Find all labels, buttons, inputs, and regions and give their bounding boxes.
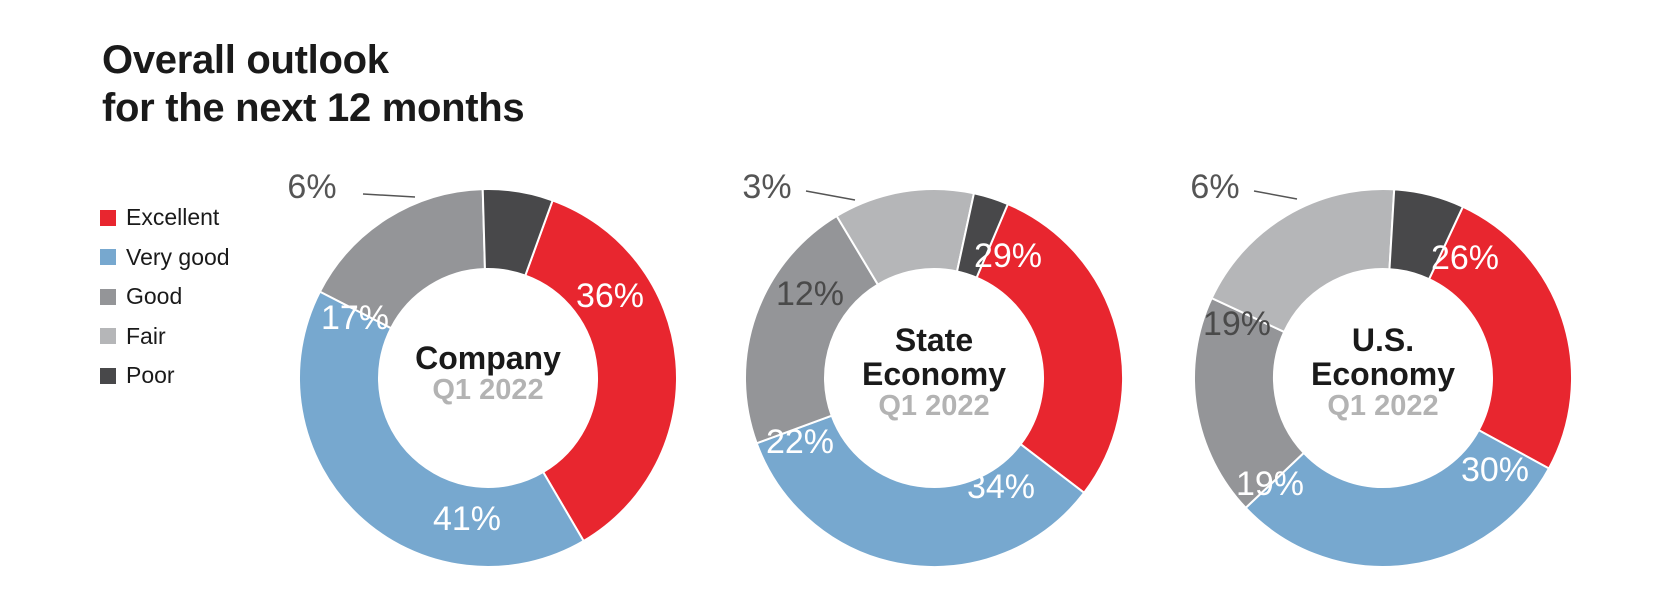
value-label-poor: 3% [742,168,791,206]
value-label-excellent: 36% [576,277,644,315]
slice-good [744,214,880,445]
value-label-excellent: 26% [1431,239,1499,277]
center-title-line-1: U.S. [1352,322,1414,358]
value-label-good: 17% [321,299,389,337]
legend-item-good: Good [100,277,230,317]
legend-item-excellent: Excellent [100,198,230,238]
center-subtitle: Q1 2022 [878,390,989,422]
legend-item-fair: Fair [100,317,230,357]
legend: Excellent Very good Good Fair Poor [100,198,230,396]
legend-item-poor: Poor [100,356,230,396]
center-title-line-2: Economy [862,356,1006,392]
legend-label-poor: Poor [126,362,175,389]
value-label-excellent: 29% [974,237,1042,275]
chart-title: Overall outlook for the next 12 months [102,36,525,132]
legend-swatch-poor [100,367,116,384]
center-subtitle: Q1 2022 [432,374,543,406]
slice-excellent [1427,205,1573,470]
legend-item-very-good: Very good [100,238,230,278]
legend-label-good: Good [126,283,183,310]
value-label-very-good: 41% [433,500,501,538]
slice-excellent [523,199,678,543]
legend-swatch-good [100,288,116,305]
slice-very-good [755,414,1086,568]
legend-label-fair: Fair [126,322,166,349]
center-title-line-1: State [895,322,973,358]
legend-swatch-very-good [100,249,116,266]
chart-title-line-1: Overall outlook [102,38,389,82]
value-label-very-good: 34% [967,468,1035,506]
callout-line-poor [1253,190,1298,200]
callout-line-poor [805,190,856,201]
legend-label-very-good: Very good [126,243,230,270]
slice-poor [955,192,1010,279]
value-label-good: 22% [766,423,834,461]
legend-swatch-fair [100,328,116,345]
value-label-poor: 6% [1190,168,1239,206]
slice-very-good [298,290,586,568]
center-title-line-1: Company [415,340,561,376]
value-label-very-good: 30% [1461,451,1529,489]
slice-poor [1388,188,1465,281]
slice-fair [1210,188,1396,334]
chart-title-line-2: for the next 12 months [102,86,525,130]
callout-line-poor [362,193,416,198]
value-label-fair: 19% [1203,305,1271,343]
value-label-good: 19% [1236,465,1304,503]
slice-excellent [975,202,1124,495]
slice-poor [481,188,554,277]
legend-label-excellent: Excellent [126,204,220,231]
value-label-fair: 12% [776,275,844,313]
value-label-poor: 6% [287,168,336,206]
center-title-line-2: Economy [1311,356,1455,392]
slice-very-good [1244,428,1551,568]
center-subtitle: Q1 2022 [1327,390,1438,422]
legend-swatch-excellent [100,209,116,226]
slice-good [1193,296,1306,510]
